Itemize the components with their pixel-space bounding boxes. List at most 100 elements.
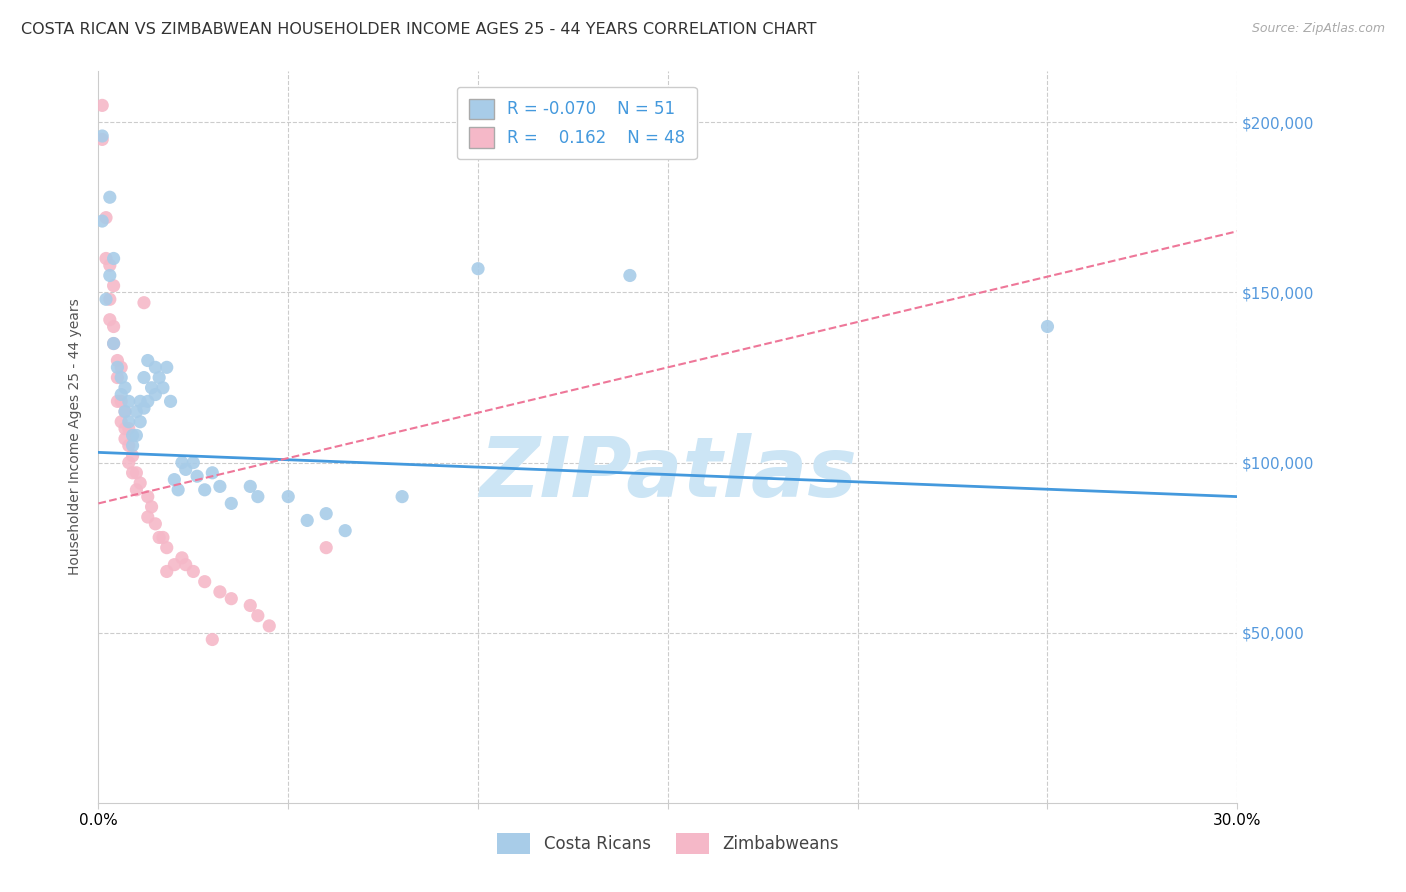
Point — [114, 381, 136, 395]
Point — [94, 211, 117, 225]
Point — [221, 496, 243, 510]
Point — [107, 353, 129, 368]
Point — [98, 190, 121, 204]
Point — [110, 387, 132, 401]
Legend: Costa Ricans, Zimbabweans: Costa Ricans, Zimbabweans — [491, 827, 845, 860]
Point — [194, 483, 217, 497]
Text: ZIPatlas: ZIPatlas — [479, 434, 856, 514]
Point — [201, 466, 224, 480]
Point — [98, 293, 121, 307]
Point — [125, 404, 148, 418]
Point — [246, 490, 269, 504]
Point — [156, 541, 179, 555]
Point — [145, 387, 167, 401]
Point — [125, 428, 148, 442]
Point — [110, 370, 132, 384]
Point — [129, 415, 152, 429]
Point — [94, 252, 117, 266]
Point — [103, 252, 125, 266]
Point — [208, 479, 231, 493]
Point — [163, 558, 186, 572]
Point — [129, 475, 152, 490]
Point — [246, 608, 269, 623]
Point — [170, 456, 193, 470]
Point — [277, 490, 299, 504]
Point — [118, 394, 141, 409]
Point — [136, 510, 159, 524]
Point — [118, 421, 141, 435]
Text: COSTA RICAN VS ZIMBABWEAN HOUSEHOLDER INCOME AGES 25 - 44 YEARS CORRELATION CHAR: COSTA RICAN VS ZIMBABWEAN HOUSEHOLDER IN… — [21, 22, 817, 37]
Point — [186, 469, 208, 483]
Point — [103, 278, 125, 293]
Point — [110, 360, 132, 375]
Point — [159, 394, 181, 409]
Point — [121, 466, 143, 480]
Point — [136, 353, 159, 368]
Point — [129, 394, 152, 409]
Point — [201, 632, 224, 647]
Point — [114, 432, 136, 446]
Point — [114, 404, 136, 418]
Point — [118, 456, 141, 470]
Point — [315, 507, 337, 521]
Point — [156, 360, 179, 375]
Point — [132, 295, 155, 310]
Point — [297, 513, 319, 527]
Point — [163, 473, 186, 487]
Point — [98, 268, 121, 283]
Point — [156, 565, 179, 579]
Point — [136, 490, 159, 504]
Point — [107, 360, 129, 375]
Point — [98, 258, 121, 272]
Point — [1036, 319, 1059, 334]
Text: Source: ZipAtlas.com: Source: ZipAtlas.com — [1251, 22, 1385, 36]
Point — [91, 128, 114, 143]
Point — [167, 483, 190, 497]
Point — [145, 516, 167, 531]
Point — [110, 394, 132, 409]
Point — [107, 394, 129, 409]
Point — [239, 479, 262, 493]
Point — [152, 381, 174, 395]
Point — [391, 490, 413, 504]
Point — [335, 524, 357, 538]
Point — [239, 599, 262, 613]
Point — [132, 401, 155, 416]
Point — [125, 483, 148, 497]
Point — [91, 98, 114, 112]
Point — [94, 293, 117, 307]
Point — [125, 466, 148, 480]
Point — [315, 541, 337, 555]
Point — [148, 370, 170, 384]
Point — [259, 619, 281, 633]
Point — [121, 449, 143, 463]
Point — [118, 439, 141, 453]
Point — [141, 500, 163, 514]
Point — [183, 565, 205, 579]
Point — [194, 574, 217, 589]
Point — [467, 261, 489, 276]
Point — [103, 319, 125, 334]
Point — [98, 312, 121, 326]
Point — [208, 585, 231, 599]
Point — [121, 439, 143, 453]
Point — [91, 132, 114, 146]
Point — [118, 415, 141, 429]
Point — [221, 591, 243, 606]
Point — [121, 428, 143, 442]
Point — [114, 421, 136, 435]
Point — [145, 360, 167, 375]
Point — [103, 336, 125, 351]
Point — [152, 531, 174, 545]
Point — [148, 531, 170, 545]
Point — [132, 370, 155, 384]
Point — [107, 370, 129, 384]
Point — [141, 381, 163, 395]
Point — [110, 415, 132, 429]
Point — [619, 268, 641, 283]
Point — [136, 394, 159, 409]
Point — [103, 336, 125, 351]
Point — [114, 404, 136, 418]
Point — [174, 462, 197, 476]
Point — [91, 214, 114, 228]
